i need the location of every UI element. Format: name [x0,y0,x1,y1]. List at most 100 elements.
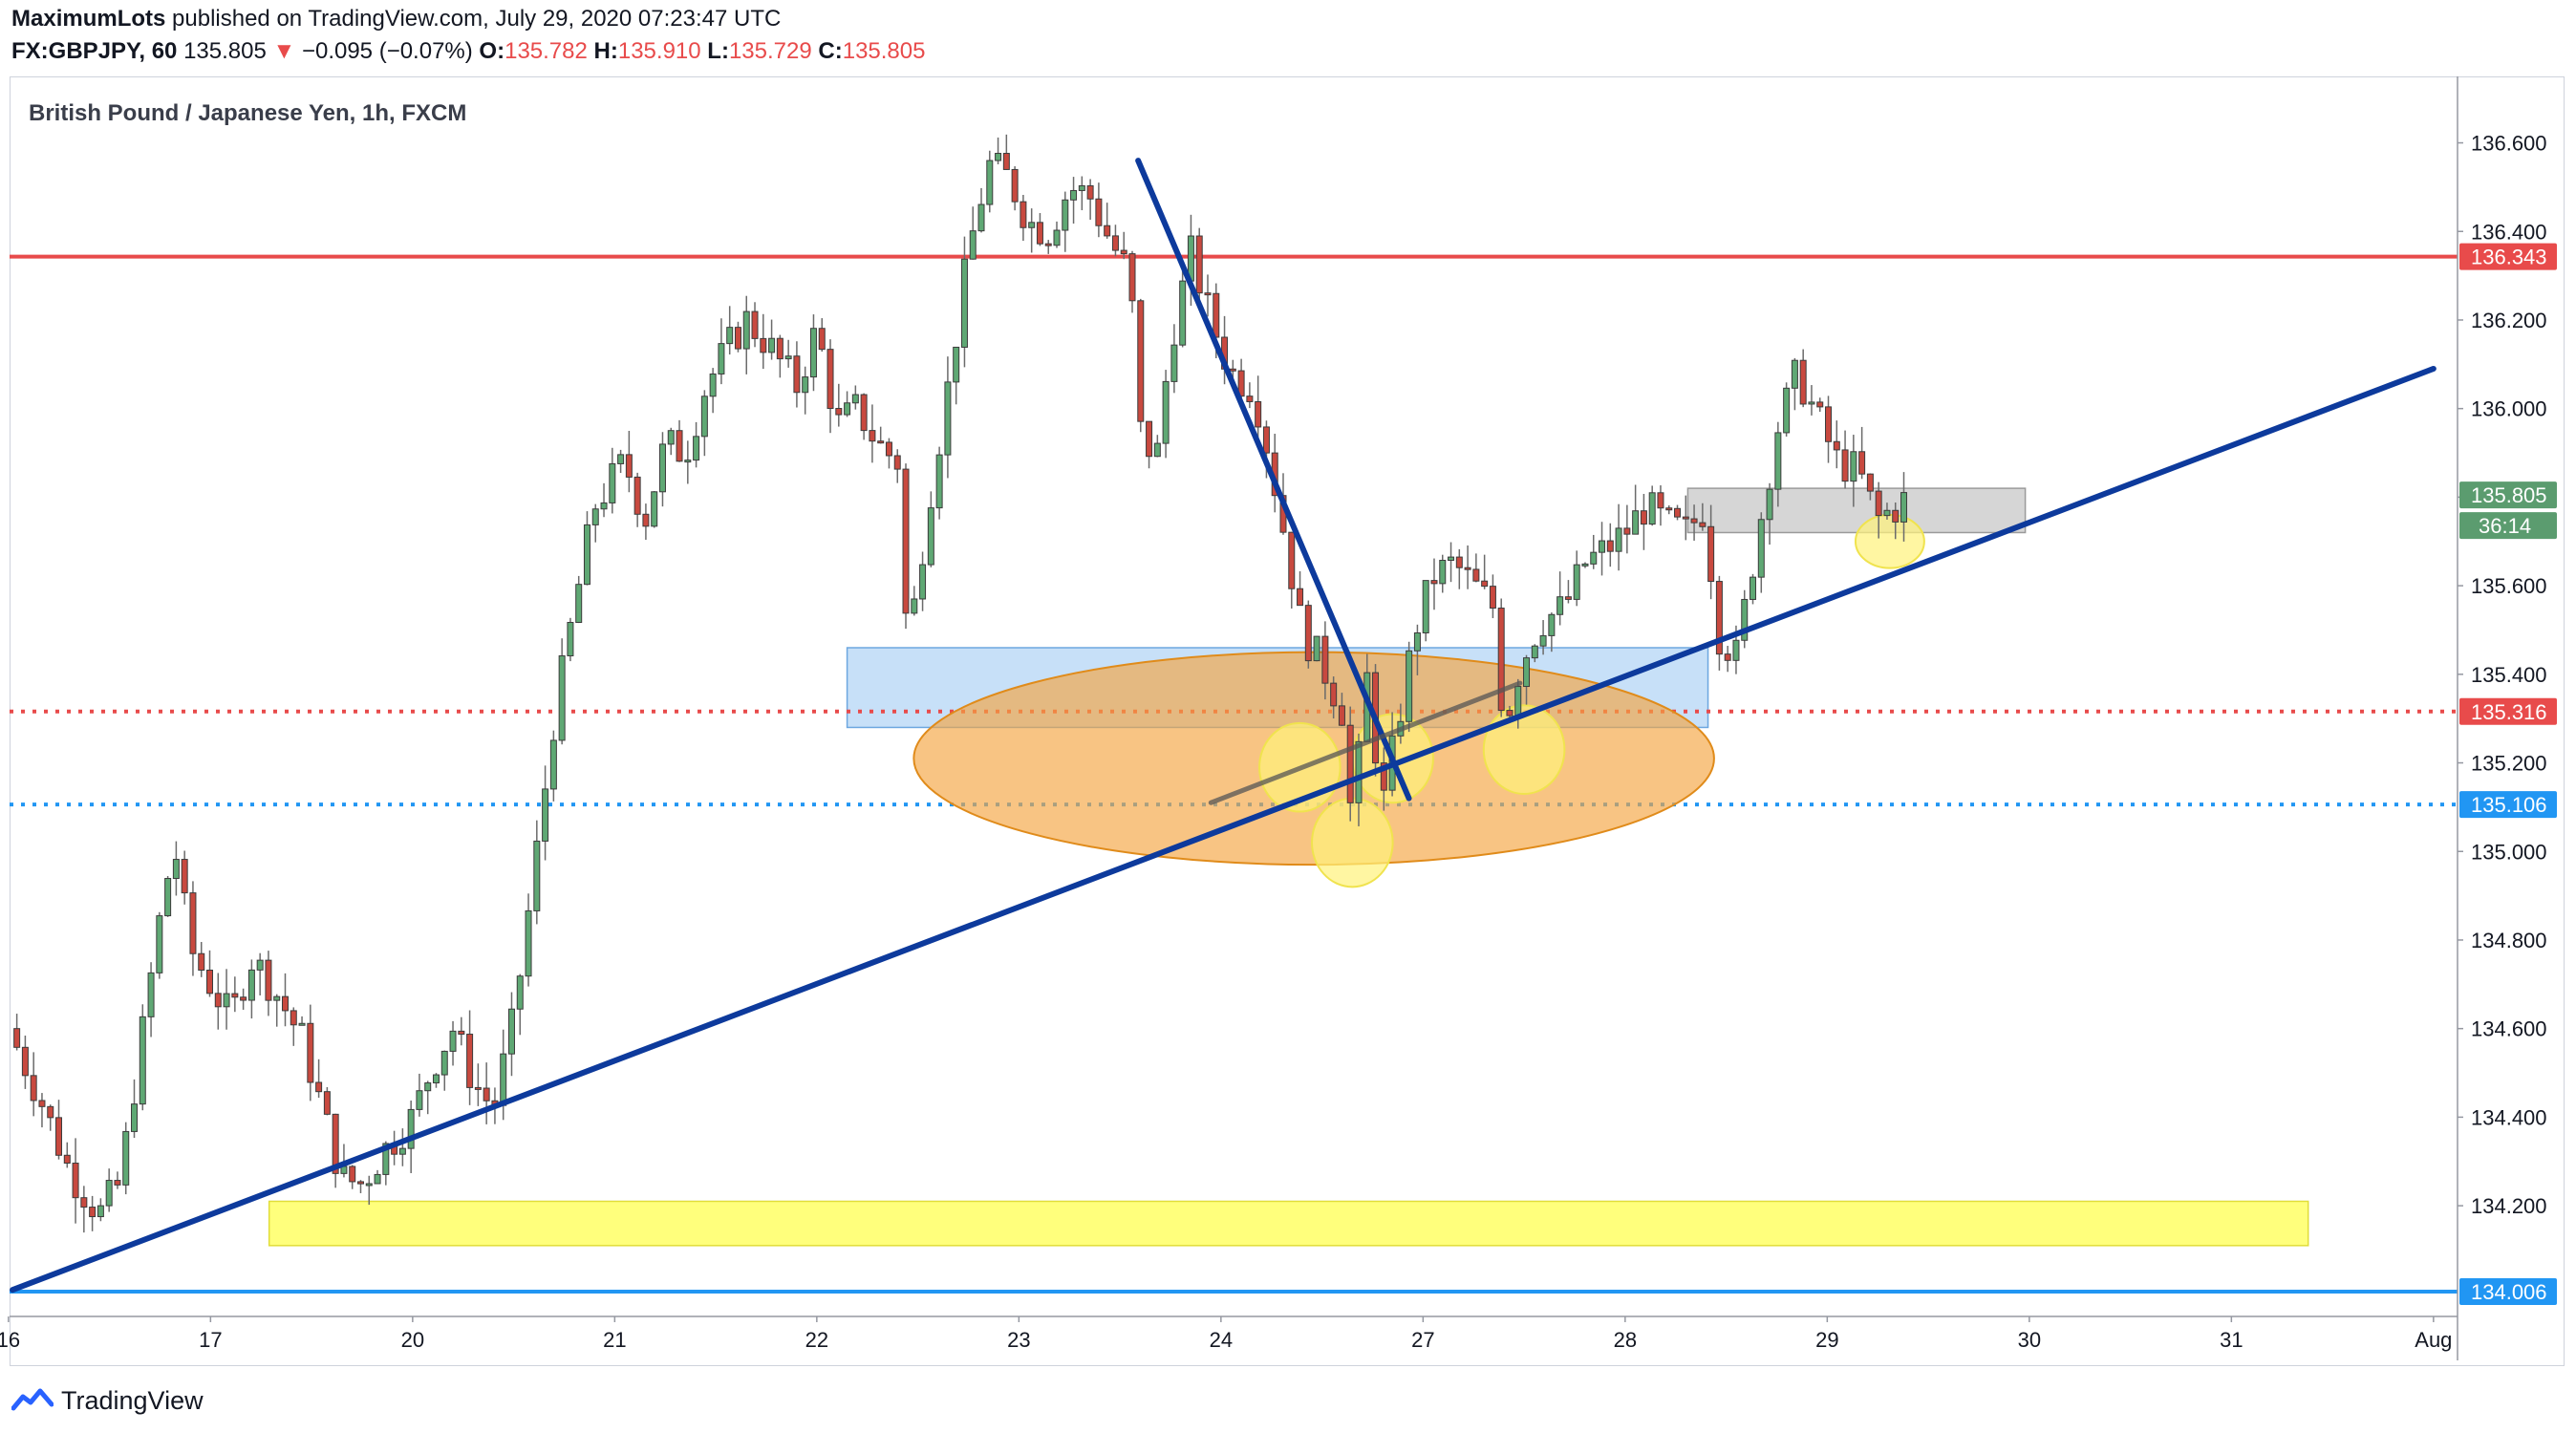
candle-up [247,969,255,1001]
candle-down [181,859,188,894]
candle-up [726,327,734,345]
candle-down [776,337,784,360]
candle-down [1464,567,1471,570]
support-dotted-blue-tag-text: 135.106 [2471,793,2547,817]
price-tags-layer: 136.343 135.316 135.106 134.006 135.805 36:14 [2459,243,2557,1306]
author-name[interactable]: MaximumLots [11,6,166,32]
close-label: C: [818,38,843,64]
time-tick-label: 29 [1815,1328,1838,1352]
candle-up [1556,596,1564,615]
candle-up [1070,189,1078,201]
candle-up [1741,598,1749,641]
candle-up [617,454,625,464]
candle-up [558,655,566,741]
candle-up [516,975,524,1010]
zones-layer [268,487,2309,1247]
price-tick-label: 135.600 [2471,574,2547,598]
candle-up [1599,540,1606,553]
candle-down [1564,596,1572,600]
candle-down [760,337,767,353]
price-tick-label: 134.200 [2471,1194,2547,1218]
candle-down [1262,426,1270,454]
candle-down [47,1105,54,1119]
resistance-tag [2459,243,2557,270]
candle-down [1246,396,1254,402]
candle-down [1623,527,1631,535]
candle-up [1632,510,1640,535]
grey-zone [1686,487,2027,534]
support-tag-text: 134.006 [2471,1280,2547,1304]
candle-up [1750,576,1757,600]
footer-brand[interactable]: TradingView [11,1381,204,1420]
candle-up [1615,527,1622,552]
candle-down [21,1046,29,1077]
tradingview-logo-icon [11,1388,54,1411]
candle-up [1413,631,1421,652]
yellow-circle-4 [1482,704,1566,795]
price-tick-label: 135.000 [2471,840,2547,864]
candle-down [483,1087,490,1101]
candle-down [1816,401,1824,408]
candle-up [440,1050,448,1076]
time-tick-label: 30 [2018,1328,2041,1352]
resistance-tag-text: 136.343 [2471,246,2547,269]
support-dotted-red-tag [2459,697,2557,725]
down-arrow-icon: ▼ [272,38,296,64]
candle-up [667,430,675,445]
candle-down [1506,710,1513,716]
candle-down [625,454,633,478]
support-dotted-red-tag-text: 135.316 [2471,700,2547,724]
price-tick-label: 136.400 [2471,220,2547,244]
time-tick-label: 23 [1007,1328,1030,1352]
short-trendline [1208,680,1523,805]
candle-down [114,1180,121,1186]
candle-down [281,995,289,1012]
candle-up [1648,492,1656,525]
candle-down [89,1207,97,1218]
time-tick-label: 28 [1614,1328,1637,1352]
candle-down [1297,588,1304,607]
candle-up [139,1016,146,1105]
candle-up [500,1053,507,1106]
candle-up [298,1022,306,1026]
candle-up [1406,650,1413,722]
candle-down [1338,705,1345,726]
high-value: 135.910 [617,38,701,64]
candle-down [1380,762,1387,791]
candle-up [407,1108,415,1149]
candle-up [1514,686,1522,716]
candle-down [1799,359,1807,405]
candle-up [1791,359,1798,389]
candle-up [700,396,708,438]
candle-down [1213,292,1220,338]
candle-down [38,1100,46,1107]
candle-down [231,993,239,998]
candle-up [1573,564,1580,600]
candle-up [156,915,163,973]
price-tick-label: 135.200 [2471,752,2547,776]
time-tick-label: 24 [1210,1328,1233,1352]
levels-layer [10,254,2458,1294]
high-label: H: [593,38,618,64]
candle-up [1850,451,1857,482]
candle-down [877,440,885,444]
chart-frame[interactable] [10,76,2565,1366]
candle-down [1321,635,1329,684]
candle-down [1707,525,1715,583]
candle-up [844,402,851,416]
candle-up [658,443,666,493]
candle-up [432,1074,440,1084]
candle-up [919,564,927,600]
time-tick-label: Aug [2415,1328,2452,1352]
candle-up [575,584,583,624]
candle-up [97,1205,104,1218]
countdown-tag-text: 36:14 [2479,514,2531,538]
published-text: published on TradingView.com, July 29, 2… [172,6,782,32]
candle-up [1766,488,1773,521]
candle-down [902,468,910,614]
candle-down [1892,509,1900,523]
candle-down [349,1166,356,1183]
candle-up [1900,492,1908,523]
candle-down [642,513,650,527]
